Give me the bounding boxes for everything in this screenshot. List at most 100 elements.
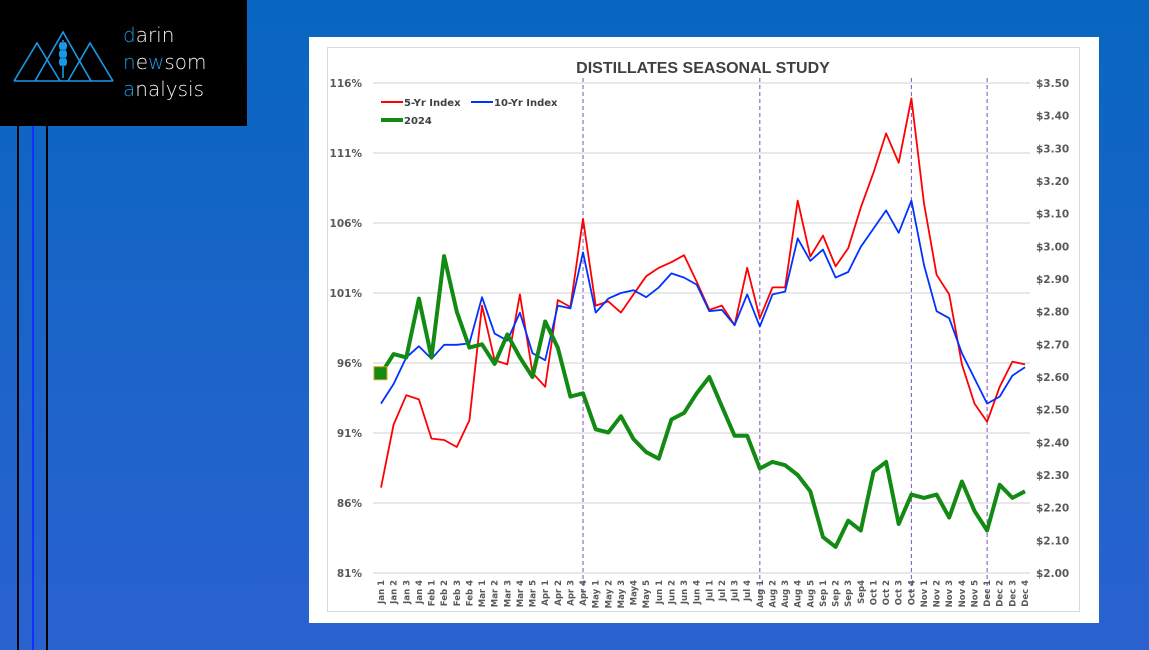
logo-letter: n xyxy=(123,50,136,74)
x-tick-label: Jul 4 xyxy=(743,580,753,602)
y-right-tick-label: $2.60 xyxy=(1036,372,1069,384)
y-right-tick-label: $3.40 xyxy=(1036,111,1069,123)
legend-label-2024: 2024 xyxy=(404,116,432,127)
x-tick-label: Nov 2 xyxy=(933,580,943,607)
logo-word: som xyxy=(164,50,207,74)
x-tick-label: Jan 3 xyxy=(402,580,412,605)
y-right-tick-label: $3.10 xyxy=(1036,209,1069,221)
decorative-stripe xyxy=(46,126,48,650)
y-right-tick-label: $2.20 xyxy=(1036,503,1069,515)
logo-word: nalysis xyxy=(135,77,204,101)
y-left-tick-label: 116% xyxy=(330,78,363,90)
x-tick-label: Nov 4 xyxy=(958,580,968,607)
decorative-stripe xyxy=(32,126,34,650)
x-tick-label: Mar 4 xyxy=(516,580,526,607)
x-tick-label: Nov 1 xyxy=(920,580,930,607)
y-left-tick-label: 101% xyxy=(330,288,363,300)
y-left-tick-label: 106% xyxy=(330,218,363,230)
logo-letter: a xyxy=(123,77,136,101)
x-tick-label: Dec 4 xyxy=(1021,580,1031,607)
x-tick-label: May 2 xyxy=(604,580,614,608)
y-right-tick-label: $3.50 xyxy=(1036,78,1069,90)
start-marker xyxy=(373,366,388,381)
x-tick-label: May4 xyxy=(630,580,640,605)
y-left-tick-label: 91% xyxy=(337,428,363,440)
y-right-tick-label: $3.00 xyxy=(1036,241,1069,253)
x-tick-label: Jun 3 xyxy=(680,580,690,605)
chart-title: DISTILLATES SEASONAL STUDY xyxy=(576,60,830,77)
legend-label-10yr: 10-Yr Index xyxy=(494,98,558,109)
logo-letter: d xyxy=(123,23,136,47)
x-tick-label: Aug 1 xyxy=(756,580,766,608)
y-right-tick-label: $2.50 xyxy=(1036,405,1069,417)
x-tick-label: Apr 2 xyxy=(554,580,564,606)
x-tick-label: Feb 3 xyxy=(453,580,463,606)
x-tick-label: May 3 xyxy=(617,580,627,608)
x-tick-label: Jan 2 xyxy=(390,580,400,605)
x-tick-label: Feb 4 xyxy=(465,580,475,606)
x-tick-label: Sep 2 xyxy=(832,580,842,607)
x-tick-label: Jul 3 xyxy=(731,580,741,602)
y-right-tick-label: $3.20 xyxy=(1036,176,1069,188)
y-right-tick-label: $3.30 xyxy=(1036,143,1069,155)
x-tick-label: Mar 2 xyxy=(491,580,501,607)
x-tick-label: Mar 3 xyxy=(503,580,513,607)
chart-plot-border xyxy=(327,47,1080,612)
x-tick-label: Sep 1 xyxy=(819,580,829,607)
x-tick-label: Jul 1 xyxy=(705,580,715,602)
x-tick-label: Oct 2 xyxy=(882,580,892,605)
x-tick-label: Oct 3 xyxy=(895,580,905,605)
x-tick-label: Feb 2 xyxy=(440,580,450,606)
y-left-tick-label: 111% xyxy=(330,148,363,160)
x-tick-label: Dec 1 xyxy=(983,580,993,607)
y-right-tick-label: $2.00 xyxy=(1036,568,1069,580)
logo-letter: w xyxy=(148,50,165,74)
x-tick-label: Nov 5 xyxy=(970,580,980,607)
x-tick-label: Feb 1 xyxy=(428,580,438,606)
y-right-tick-label: $2.30 xyxy=(1036,470,1069,482)
x-tick-label: Jan 1 xyxy=(377,580,387,605)
y-left-tick-label: 96% xyxy=(337,358,363,370)
x-tick-label: Oct 4 xyxy=(907,580,917,605)
chart-frame xyxy=(309,37,1099,623)
legend-label-5yr: 5-Yr Index xyxy=(404,98,461,109)
mountain-wheat-logo-icon xyxy=(13,30,114,82)
x-tick-label: Sep4 xyxy=(857,580,867,604)
x-tick-label: Sep 3 xyxy=(844,580,854,607)
logo: darin newsom analysis xyxy=(0,0,247,126)
decorative-stripe xyxy=(17,126,19,650)
x-tick-label: Jun 4 xyxy=(693,580,703,605)
y-right-tick-label: $2.90 xyxy=(1036,274,1069,286)
y-right-tick-label: $2.40 xyxy=(1036,437,1069,449)
x-tick-label: Dec 2 xyxy=(996,580,1006,607)
x-tick-label: May 1 xyxy=(592,580,602,608)
x-tick-label: Oct 1 xyxy=(869,580,879,605)
y-right-tick-label: $2.10 xyxy=(1036,535,1069,547)
y-left-tick-label: 81% xyxy=(337,568,363,580)
x-tick-label: Dec 3 xyxy=(1008,580,1018,607)
logo-letter: e xyxy=(135,50,148,74)
x-tick-label: Jul 2 xyxy=(718,580,728,602)
x-tick-label: Mar 1 xyxy=(478,580,488,607)
x-tick-label: Nov 3 xyxy=(945,580,955,607)
y-right-tick-label: $2.80 xyxy=(1036,307,1069,319)
y-right-tick-label: $2.70 xyxy=(1036,339,1069,351)
x-tick-label: Aug 3 xyxy=(781,580,791,608)
x-tick-label: May 5 xyxy=(642,580,652,608)
x-tick-label: Apr 1 xyxy=(541,580,551,606)
x-tick-label: Jan 4 xyxy=(415,580,425,605)
series-line-2024 xyxy=(379,254,1026,549)
x-tick-label: Apr 4 xyxy=(579,580,589,606)
series-line-10-yr-index xyxy=(380,199,1026,405)
y-left-tick-label: 86% xyxy=(337,498,363,510)
x-tick-label: Aug 5 xyxy=(806,580,816,608)
x-tick-label: Aug 2 xyxy=(768,580,778,608)
x-tick-label: Apr 3 xyxy=(566,580,576,606)
x-tick-label: Mar 5 xyxy=(529,580,539,607)
legend: 5-Yr Index 10-Yr Index 2024 xyxy=(381,98,558,127)
logo-word: arin xyxy=(135,23,175,47)
x-tick-label: Aug 4 xyxy=(794,580,804,608)
logo-text: darin newsom analysis xyxy=(123,22,207,103)
x-tick-label: Jun 2 xyxy=(667,580,677,605)
